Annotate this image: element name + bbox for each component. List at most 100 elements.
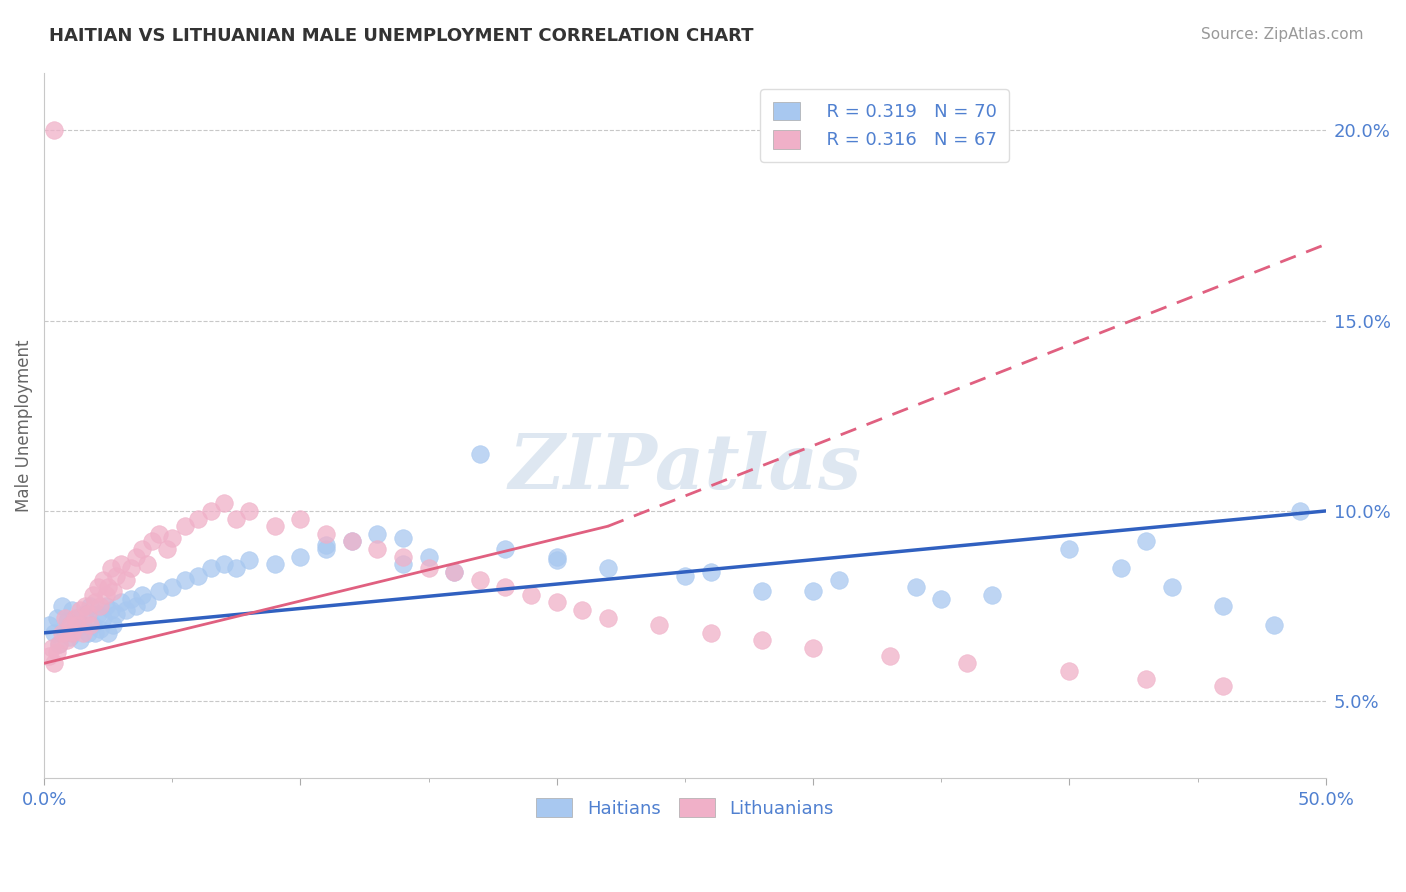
Text: Source: ZipAtlas.com: Source: ZipAtlas.com [1201, 27, 1364, 42]
Point [1059, 542, 1081, 557]
Point [66, 618, 89, 632]
Point [315, 542, 337, 557]
Point [648, 618, 671, 632]
Point [125, 549, 148, 564]
Point [120, 591, 142, 606]
Point [673, 568, 696, 582]
Point [38, 618, 60, 632]
Point [315, 526, 337, 541]
Point [110, 558, 132, 572]
Point [48, 637, 70, 651]
Point [366, 526, 388, 541]
Point [87, 607, 110, 621]
Point [187, 511, 209, 525]
Point [290, 549, 312, 564]
Point [468, 447, 491, 461]
Point [56, 633, 79, 648]
Text: ZIPatlas: ZIPatlas [509, 431, 862, 505]
Point [72, 625, 94, 640]
Point [392, 558, 415, 572]
Point [91, 610, 114, 624]
Point [76, 607, 98, 621]
Point [75, 599, 97, 614]
Point [956, 657, 979, 671]
Text: HAITIAN VS LITHUANIAN MALE UNEMPLOYMENT CORRELATION CHART: HAITIAN VS LITHUANIAN MALE UNEMPLOYMENT … [49, 27, 754, 45]
Point [1289, 504, 1312, 518]
Point [44, 657, 66, 671]
Point [59, 630, 82, 644]
Point [79, 618, 101, 632]
Point [1263, 618, 1285, 632]
Point [751, 633, 773, 648]
Point [443, 565, 465, 579]
Point [879, 648, 901, 663]
Point [340, 534, 363, 549]
Point [120, 561, 142, 575]
Point [45, 645, 67, 659]
Point [981, 588, 1004, 602]
Point [82, 618, 104, 632]
Point [929, 591, 952, 606]
Point [51, 599, 73, 614]
Point [51, 625, 73, 640]
Point [131, 542, 153, 557]
Point [97, 580, 120, 594]
Point [115, 573, 138, 587]
Point [87, 580, 110, 594]
Y-axis label: Male Unemployment: Male Unemployment [15, 339, 32, 511]
Point [200, 561, 222, 575]
Point [59, 618, 82, 632]
Point [69, 603, 91, 617]
Point [699, 625, 721, 640]
Point [103, 583, 125, 598]
Point [546, 553, 568, 567]
Point [174, 573, 197, 587]
Point [238, 553, 260, 567]
Point [225, 561, 247, 575]
Point [141, 534, 163, 549]
Point [418, 549, 440, 564]
Point [91, 573, 114, 587]
Point [84, 595, 107, 609]
Point [162, 580, 184, 594]
Point [89, 599, 111, 614]
Point [100, 603, 122, 617]
Point [1160, 580, 1182, 594]
Point [225, 511, 247, 525]
Point [212, 558, 235, 572]
Point [97, 625, 120, 640]
Point [125, 599, 148, 614]
Point [263, 558, 285, 572]
Point [801, 583, 824, 598]
Point [495, 542, 517, 557]
Point [82, 588, 104, 602]
Point [76, 625, 98, 640]
Point [100, 561, 122, 575]
Point [315, 538, 337, 552]
Point [443, 565, 465, 579]
Point [904, 580, 927, 594]
Point [44, 625, 66, 640]
Point [238, 504, 260, 518]
Point [751, 583, 773, 598]
Point [1109, 561, 1132, 575]
Point [340, 534, 363, 549]
Point [48, 637, 70, 651]
Point [366, 542, 388, 557]
Point [827, 573, 849, 587]
Point [596, 561, 619, 575]
Point [94, 588, 117, 602]
Point [200, 504, 222, 518]
Point [94, 599, 117, 614]
Point [69, 633, 91, 648]
Point [60, 603, 83, 617]
Point [148, 526, 170, 541]
Point [801, 641, 824, 656]
Point [66, 610, 89, 624]
Point [156, 542, 179, 557]
Point [263, 519, 285, 533]
Point [392, 531, 415, 545]
Point [596, 610, 619, 624]
Point [79, 599, 101, 614]
Point [41, 641, 63, 656]
